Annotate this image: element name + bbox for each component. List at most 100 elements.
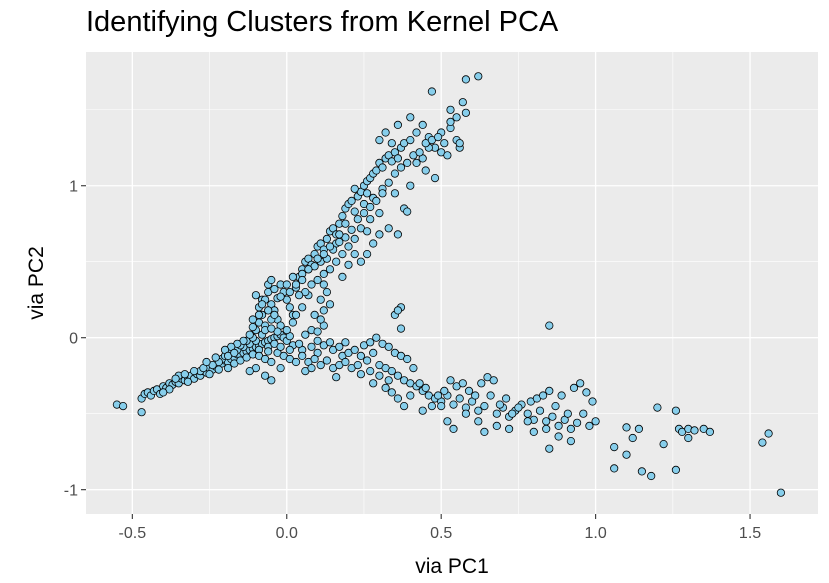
data-point bbox=[362, 189, 372, 198]
data-point bbox=[159, 388, 168, 397]
data-point bbox=[369, 379, 378, 388]
data-point bbox=[387, 139, 396, 148]
data-point bbox=[344, 260, 353, 269]
data-point bbox=[415, 148, 424, 157]
data-point bbox=[294, 291, 304, 300]
data-point bbox=[393, 120, 402, 130]
data-point bbox=[684, 433, 693, 443]
x-tick-label: -0.5 bbox=[119, 525, 147, 542]
data-point bbox=[393, 154, 402, 163]
data-point bbox=[637, 467, 647, 476]
data-point bbox=[430, 174, 440, 183]
data-point bbox=[353, 215, 362, 224]
data-point bbox=[362, 250, 372, 259]
data-point bbox=[332, 373, 341, 382]
data-point bbox=[433, 133, 443, 142]
data-point bbox=[412, 128, 421, 137]
data-point bbox=[301, 330, 310, 339]
data-point bbox=[325, 338, 335, 347]
data-point bbox=[137, 408, 146, 417]
data-point bbox=[276, 342, 285, 351]
data-point bbox=[591, 417, 600, 426]
data-points bbox=[112, 72, 786, 497]
data-point bbox=[486, 391, 495, 400]
data-point bbox=[647, 471, 656, 481]
data-point bbox=[474, 417, 483, 426]
data-point bbox=[183, 377, 192, 386]
data-point bbox=[341, 338, 350, 347]
data-point bbox=[245, 330, 254, 339]
data-point bbox=[313, 336, 322, 345]
data-point bbox=[359, 209, 369, 218]
data-point bbox=[588, 397, 597, 406]
data-point bbox=[356, 351, 365, 360]
data-point bbox=[551, 401, 560, 411]
data-point bbox=[418, 120, 427, 130]
data-point bbox=[366, 338, 375, 347]
data-point bbox=[449, 424, 458, 433]
data-point bbox=[396, 163, 406, 172]
data-point bbox=[458, 379, 467, 388]
data-point bbox=[298, 351, 307, 360]
data-point bbox=[563, 409, 572, 418]
data-point bbox=[248, 315, 257, 324]
x-tick-label: 0.5 bbox=[430, 525, 452, 542]
data-point bbox=[554, 421, 563, 430]
data-point bbox=[298, 303, 307, 312]
data-point bbox=[764, 429, 773, 438]
data-point bbox=[461, 409, 470, 418]
chart-title: Identifying Clusters from Kernel PCA bbox=[86, 6, 559, 38]
data-point bbox=[224, 363, 233, 373]
data-point bbox=[545, 386, 554, 395]
data-point bbox=[310, 310, 319, 319]
data-point bbox=[393, 371, 402, 380]
data-point bbox=[653, 403, 662, 412]
data-point bbox=[569, 383, 579, 392]
data-point bbox=[264, 306, 273, 315]
data-point bbox=[406, 391, 415, 400]
data-point bbox=[489, 376, 498, 385]
data-point bbox=[285, 345, 294, 354]
data-point bbox=[298, 275, 307, 285]
data-point bbox=[362, 356, 372, 365]
data-point bbox=[338, 250, 347, 259]
data-point bbox=[443, 417, 452, 426]
data-point bbox=[307, 363, 316, 373]
x-tick-label: 1.0 bbox=[584, 525, 606, 542]
data-point bbox=[335, 230, 344, 239]
data-point bbox=[508, 409, 517, 418]
data-point bbox=[338, 212, 347, 221]
data-point bbox=[671, 465, 681, 474]
x-tick-label: 0.0 bbox=[276, 525, 298, 542]
data-point bbox=[529, 427, 538, 436]
data-point bbox=[446, 376, 455, 385]
data-point bbox=[542, 417, 551, 426]
data-point bbox=[455, 394, 464, 403]
data-point bbox=[387, 388, 396, 397]
data-point bbox=[344, 242, 353, 251]
data-point bbox=[501, 394, 511, 403]
data-point bbox=[260, 371, 270, 380]
data-point bbox=[440, 386, 449, 395]
data-point bbox=[628, 433, 637, 443]
data-point bbox=[545, 321, 554, 330]
y-tick-label: 0 bbox=[69, 331, 78, 348]
data-point bbox=[523, 417, 532, 426]
data-point bbox=[254, 310, 264, 319]
data-point bbox=[758, 438, 767, 447]
data-point bbox=[322, 287, 331, 297]
data-point bbox=[495, 400, 504, 409]
data-point bbox=[415, 379, 424, 388]
data-point bbox=[523, 409, 532, 418]
data-point bbox=[353, 360, 362, 370]
data-point bbox=[427, 87, 436, 96]
data-point bbox=[477, 379, 486, 388]
data-point bbox=[245, 366, 254, 376]
data-point bbox=[406, 136, 415, 145]
data-point bbox=[375, 136, 384, 145]
data-point bbox=[622, 423, 631, 432]
data-point bbox=[480, 427, 489, 436]
data-point bbox=[285, 287, 294, 297]
data-point bbox=[202, 357, 211, 367]
data-point bbox=[350, 184, 359, 193]
